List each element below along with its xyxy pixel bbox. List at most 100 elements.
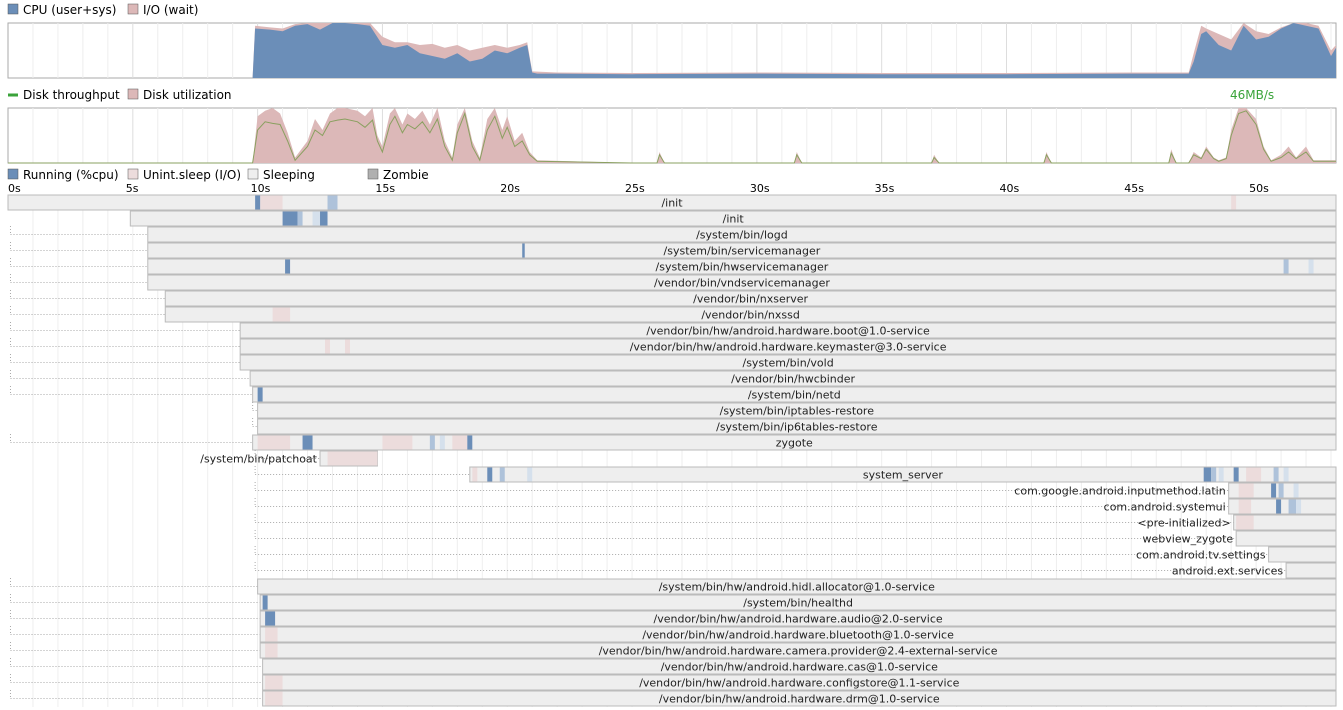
process-name: /vendor/bin/hw/android.hardware.camera.p… bbox=[599, 645, 998, 658]
process-bar bbox=[259, 594, 1337, 611]
process-row: /system/bin/logd bbox=[9, 226, 1337, 243]
util-legend-swatch bbox=[127, 88, 139, 100]
process-name: <pre-initialized> bbox=[1137, 517, 1230, 530]
process-row: /system/bin/hwservicemanager bbox=[9, 258, 1337, 275]
cpu-legend: CPU (user+sys) I/O (wait) bbox=[7, 3, 198, 17]
running-segment bbox=[262, 595, 268, 610]
process-row: com.google.android.inputmethod.latin bbox=[254, 482, 1337, 499]
disk-chart bbox=[7, 107, 1337, 164]
process-row: /system/bin/healthd bbox=[9, 594, 1337, 611]
cpu-area bbox=[8, 23, 1336, 78]
running-segment bbox=[1273, 467, 1279, 482]
running-segment bbox=[1211, 467, 1217, 482]
time-tick-label: 5s bbox=[126, 182, 139, 195]
unint-legend-label: Unint.sleep (I/O) bbox=[143, 168, 241, 182]
unint-sleep-segment bbox=[327, 451, 378, 466]
unint-sleep-segment bbox=[265, 691, 283, 706]
running-segment bbox=[327, 195, 338, 210]
running-segment bbox=[1283, 467, 1289, 482]
process-name: /system/bin/logd bbox=[696, 229, 788, 242]
process-row: /vendor/bin/hw/android.hardware.bluetoot… bbox=[9, 626, 1337, 643]
process-row: android.ext.services bbox=[254, 562, 1337, 579]
process-name: zygote bbox=[776, 437, 813, 450]
time-tick-label: 10s bbox=[251, 182, 271, 195]
running-segment bbox=[282, 211, 298, 226]
process-row: /vendor/bin/hw/android.hardware.keymaste… bbox=[9, 338, 1337, 355]
process-row: com.android.tv.settings bbox=[254, 546, 1337, 563]
process-row: /system/bin/netd bbox=[9, 386, 1337, 403]
process-row: /vendor/bin/hw/android.hardware.drm@1.0-… bbox=[9, 690, 1337, 707]
running-segment bbox=[1278, 483, 1284, 498]
process-name: /vendor/bin/vndservicemanager bbox=[654, 277, 830, 290]
running-segment bbox=[467, 435, 473, 450]
running-segment bbox=[1233, 467, 1239, 482]
process-bar bbox=[164, 290, 1337, 307]
process-name: /vendor/bin/hw/android.hardware.bluetoot… bbox=[642, 629, 954, 642]
process-row: /vendor/bin/vndservicemanager bbox=[9, 274, 1337, 291]
process-bar bbox=[469, 466, 1337, 483]
running-legend-swatch bbox=[7, 168, 19, 180]
unint-sleep-segment bbox=[472, 467, 478, 482]
unint-sleep-segment bbox=[265, 627, 278, 642]
process-row: /system/bin/servicemanager bbox=[9, 242, 1337, 259]
unint-sleep-segment bbox=[1231, 195, 1237, 210]
unint-sleep-segment bbox=[1236, 515, 1254, 530]
time-tick-label: 45s bbox=[1124, 182, 1144, 195]
process-bar bbox=[1228, 498, 1337, 515]
process-row: /vendor/bin/hw/android.hardware.camera.p… bbox=[9, 642, 1337, 659]
zombie-legend-label: Zombie bbox=[383, 168, 429, 182]
running-legend-label: Running (%cpu) bbox=[23, 168, 119, 182]
process-name: /system/bin/netd bbox=[748, 389, 841, 402]
unint-sleep-segment bbox=[265, 675, 283, 690]
process-row: <pre-initialized> bbox=[254, 514, 1337, 531]
time-tick-label: 25s bbox=[625, 182, 645, 195]
process-name: webview_zygote bbox=[1143, 533, 1234, 546]
process-timeline: /init/init/system/bin/logd/system/bin/se… bbox=[7, 194, 1337, 707]
process-name: /vendor/bin/hw/android.hardware.configst… bbox=[639, 677, 959, 690]
process-bar bbox=[239, 322, 1337, 339]
process-name: /vendor/bin/nxssd bbox=[701, 309, 800, 322]
running-segment bbox=[312, 211, 321, 226]
process-bar bbox=[259, 610, 1337, 627]
process-name: android.ext.services bbox=[1172, 565, 1284, 578]
time-tick-label: 20s bbox=[500, 182, 520, 195]
process-row: /vendor/bin/hw/android.hardware.boot@1.0… bbox=[9, 322, 1337, 339]
running-segment bbox=[285, 259, 291, 274]
process-bar bbox=[257, 418, 1337, 435]
process-bar bbox=[259, 626, 1337, 643]
process-bar bbox=[257, 578, 1337, 595]
process-bar bbox=[147, 226, 1337, 243]
process-bar bbox=[147, 274, 1337, 291]
process-name: com.android.tv.settings bbox=[1136, 549, 1266, 562]
running-segment bbox=[257, 387, 263, 402]
process-row: /system/bin/patchoat bbox=[200, 450, 378, 467]
process-row: /system/bin/hw/android.hidl.allocator@1.… bbox=[9, 578, 1337, 595]
process-name: /vendor/bin/nxserver bbox=[693, 293, 808, 306]
max-throughput-label: 46MB/s bbox=[1230, 88, 1274, 102]
process-name: com.android.systemui bbox=[1104, 501, 1226, 514]
process-row: /init bbox=[129, 210, 1337, 227]
unint-sleep-segment bbox=[272, 307, 291, 322]
util-legend-label: Disk utilization bbox=[143, 88, 232, 102]
process-bar bbox=[147, 258, 1337, 275]
unint-sleep-segment bbox=[265, 643, 278, 658]
unint-legend-swatch bbox=[127, 168, 139, 180]
cpu-legend-swatch bbox=[7, 3, 19, 15]
time-tick-label: 30s bbox=[750, 182, 770, 195]
unint-sleep-segment bbox=[382, 435, 413, 450]
process-bar bbox=[262, 658, 1337, 675]
running-segment bbox=[1308, 259, 1314, 274]
io-legend-label: I/O (wait) bbox=[143, 3, 198, 17]
running-segment bbox=[429, 435, 435, 450]
process-name: system_server bbox=[863, 469, 944, 482]
unint-sleep-segment bbox=[325, 339, 331, 354]
time-axis: 0s 5s 10s 15s 20s 25s 30s 35s 40s 45s 50s bbox=[8, 182, 1269, 195]
process-row: /system/bin/ip6tables-restore bbox=[252, 418, 1337, 435]
process-row: /system/bin/vold bbox=[9, 354, 1337, 371]
process-bar bbox=[249, 370, 1337, 387]
process-name: /system/bin/hw/android.hidl.allocator@1.… bbox=[659, 581, 935, 594]
unint-sleep-segment bbox=[1246, 467, 1262, 482]
process-row: /init bbox=[7, 194, 1337, 211]
process-row: /vendor/bin/nxssd bbox=[9, 306, 1337, 323]
running-segment bbox=[1276, 499, 1282, 514]
